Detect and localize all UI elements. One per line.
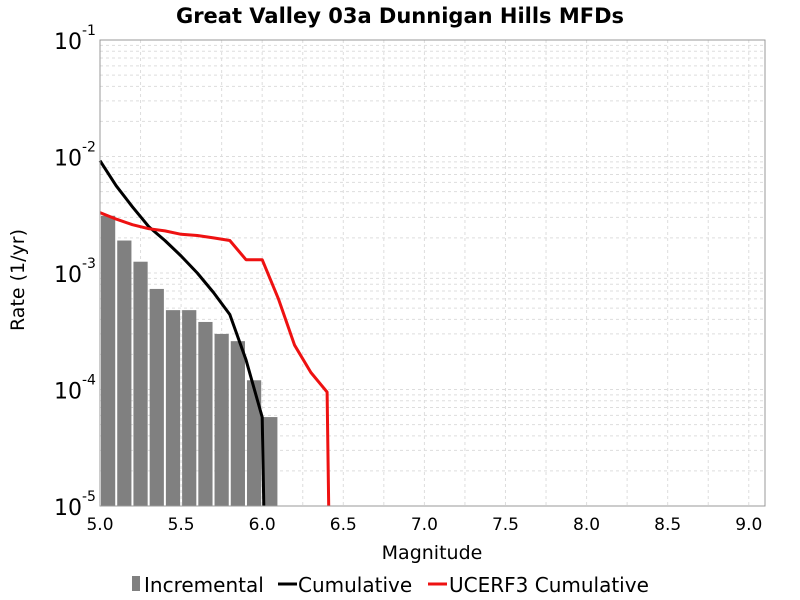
incremental-bar [214, 333, 229, 506]
incremental-bar [133, 261, 148, 506]
incremental-bar [182, 310, 197, 506]
x-tick-label: 6.5 [330, 515, 357, 535]
legend-swatch-incremental [132, 576, 140, 591]
chart-title: Great Valley 03a Dunnigan Hills MFDs [176, 4, 624, 28]
series-lines [98, 159, 331, 507]
legend-label-incremental: Incremental [144, 573, 264, 597]
legend: Incremental Cumulative UCERF3 Cumulative [132, 573, 649, 597]
incremental-bars [101, 215, 278, 507]
y-tick-label: 10 [54, 496, 82, 521]
incremental-bar [198, 321, 213, 506]
x-tick-label: 8.0 [573, 515, 600, 535]
y-tick-exponent: -1 [82, 23, 96, 39]
y-axis-label: Rate (1/yr) [7, 229, 29, 331]
y-tick-exponent: -3 [82, 256, 96, 272]
x-tick-label: 7.5 [492, 515, 519, 535]
cumulative-line [98, 159, 266, 507]
plot-border [99, 39, 766, 507]
legend-label-cumulative: Cumulative [298, 573, 412, 597]
x-tick-label: 9.0 [735, 515, 762, 535]
x-tick-label: 5.5 [168, 515, 195, 535]
y-tick-exponent: -4 [82, 373, 96, 389]
incremental-bar [263, 417, 278, 506]
incremental-bar [149, 288, 164, 506]
x-tick-label: 8.5 [654, 515, 681, 535]
x-tick-labels: 5.0 5.5 6.0 6.5 7.0 7.5 8.0 8.5 9.0 [86, 515, 762, 535]
x-tick-label: 6.0 [249, 515, 276, 535]
incremental-bar [101, 215, 116, 507]
incremental-bar [117, 240, 132, 506]
y-tick-exponent: -5 [82, 489, 96, 505]
ucerf3-cumulative-line [99, 211, 331, 507]
y-tick-label: 10 [54, 380, 82, 405]
legend-label-ucerf3-cumulative: UCERF3 Cumulative [449, 573, 649, 597]
y-tick-exponent: -2 [82, 140, 96, 156]
incremental-bar [165, 310, 181, 506]
incremental-bar [246, 380, 262, 506]
y-tick-label: 10 [54, 30, 82, 55]
x-tick-label: 5.0 [86, 515, 113, 535]
y-tick-labels: 10-510-410-310-210-1 [54, 23, 96, 521]
x-axis-label: Magnitude [382, 542, 483, 564]
x-tick-label: 7.0 [411, 515, 438, 535]
y-tick-label: 10 [54, 263, 82, 288]
y-tick-label: 10 [54, 147, 82, 172]
incremental-bar [230, 341, 245, 506]
